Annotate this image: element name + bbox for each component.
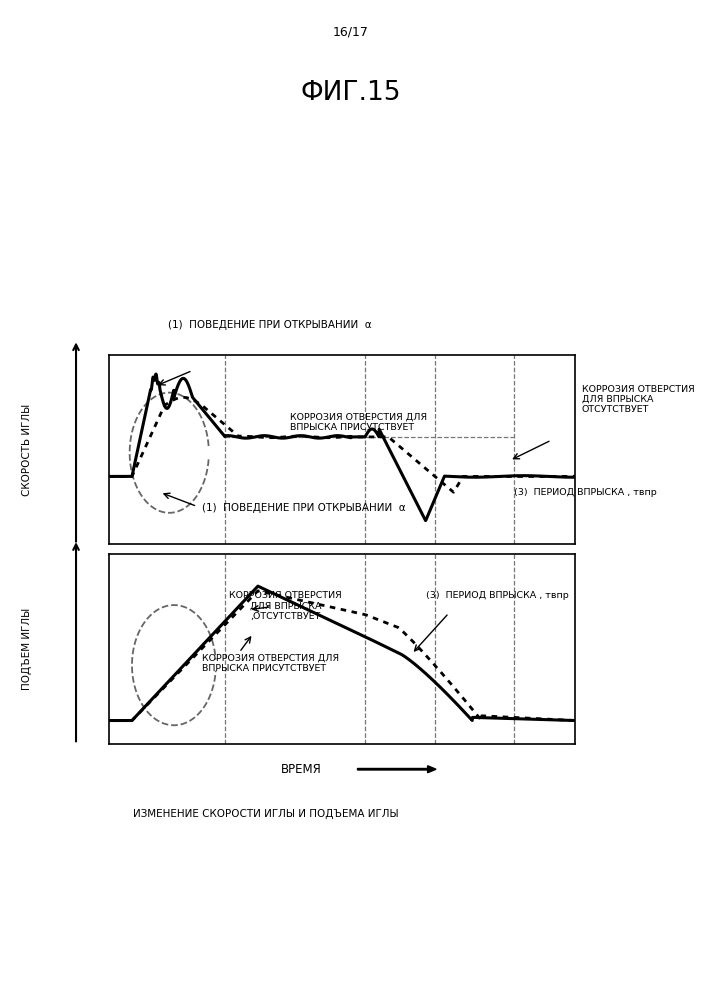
Text: 16/17: 16/17 (332, 26, 369, 39)
Text: (3)  ПЕРИОД ВПРЫСКА , твпр: (3) ПЕРИОД ВПРЫСКА , твпр (426, 590, 569, 599)
Text: ПОДЪЕМ ИГЛЫ: ПОДЪЕМ ИГЛЫ (22, 608, 32, 690)
Text: (1)  ПОВЕДЕНИЕ ПРИ ОТКРЫВАНИИ  α: (1) ПОВЕДЕНИЕ ПРИ ОТКРЫВАНИИ α (202, 503, 405, 513)
Text: (1)  ПОВЕДЕНИЕ ПРИ ОТКРЫВАНИИ  α: (1) ПОВЕДЕНИЕ ПРИ ОТКРЫВАНИИ α (168, 320, 372, 330)
Text: КОРРОЗИЯ ОТВЕРСТИЯ
ДЛЯ ВПРЫСКА
,ОТСУТСТВУЕТ: КОРРОЗИЯ ОТВЕРСТИЯ ДЛЯ ВПРЫСКА ,ОТСУТСТВ… (229, 590, 342, 620)
Text: ФИГ.15: ФИГ.15 (300, 80, 401, 106)
Text: КОРРОЗИЯ ОТВЕРСТИЯ ДЛЯ
ВПРЫСКА ПРИСУТСТВУЕТ: КОРРОЗИЯ ОТВЕРСТИЯ ДЛЯ ВПРЫСКА ПРИСУТСТВ… (202, 654, 339, 673)
Text: КОРРОЗИЯ ОТВЕРСТИЯ ДЛЯ
ВПРЫСКА ПРИСУТСТВУЕТ: КОРРОЗИЯ ОТВЕРСТИЯ ДЛЯ ВПРЫСКА ПРИСУТСТВ… (290, 413, 428, 433)
Text: КОРРОЗИЯ ОТВЕРСТИЯ
ДЛЯ ВПРЫСКА
ОТСУТСТВУЕТ: КОРРОЗИЯ ОТВЕРСТИЯ ДЛЯ ВПРЫСКА ОТСУТСТВУ… (582, 385, 695, 415)
Text: ВРЕМЯ: ВРЕМЯ (280, 762, 321, 776)
Text: (3)  ПЕРИОД ВПРЫСКА , твпр: (3) ПЕРИОД ВПРЫСКА , твпр (515, 488, 657, 497)
Text: ИЗМЕНЕНИЕ СКОРОСТИ ИГЛЫ И ПОДЪЕМА ИГЛЫ: ИЗМЕНЕНИЕ СКОРОСТИ ИГЛЫ И ПОДЪЕМА ИГЛЫ (133, 809, 399, 819)
Text: СКОРОСТЬ ИГЛЫ: СКОРОСТЬ ИГЛЫ (22, 404, 32, 496)
